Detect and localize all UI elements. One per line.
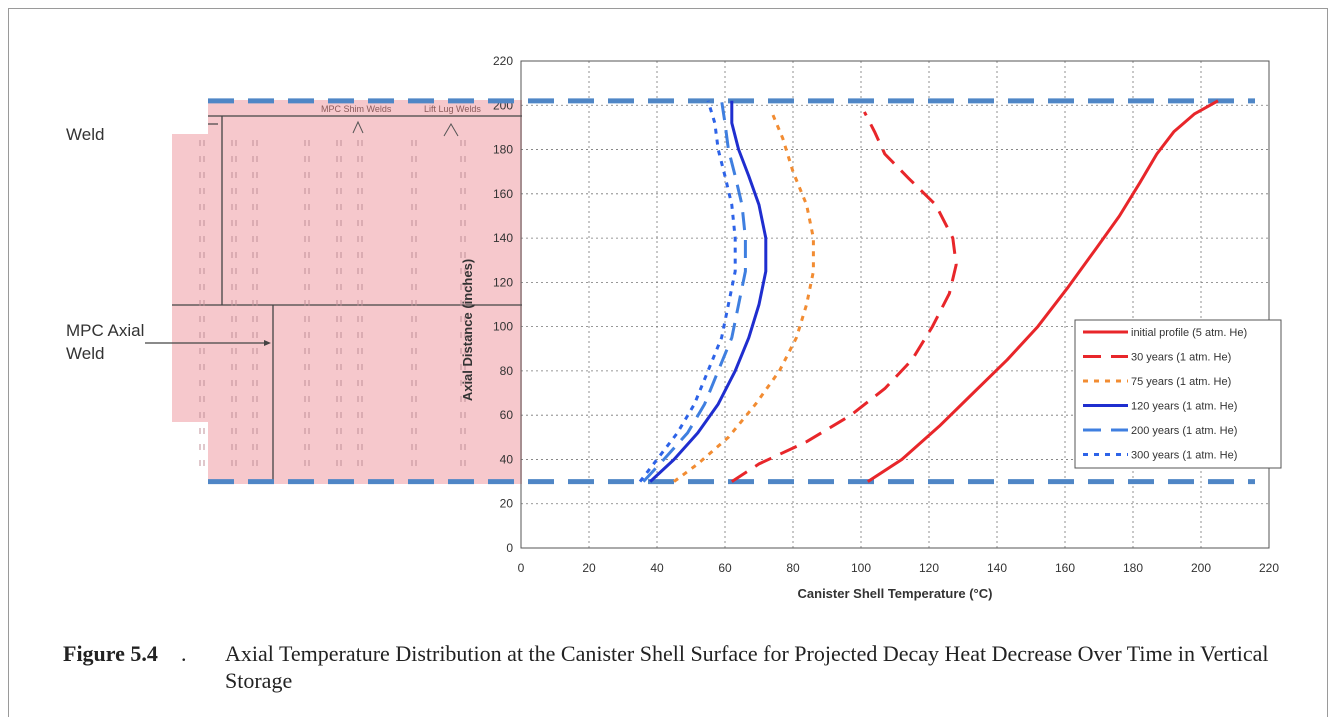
shim-weld-label: MPC Shim Welds <box>321 104 392 114</box>
canister-lower-shell <box>208 300 522 484</box>
y-tick-label-20: 20 <box>500 497 514 511</box>
top-weld-label: Weld <box>66 125 105 140</box>
series-line-5 <box>638 100 737 483</box>
lug-weld-caret <box>443 123 459 137</box>
y-tick-label-40: 40 <box>500 452 514 466</box>
plot-area-border <box>520 60 1270 549</box>
x-tick-label-80: 80 <box>786 561 800 575</box>
legend-box <box>1074 319 1282 469</box>
x-tick-label-140: 140 <box>987 561 1007 575</box>
legend-label-2: 75 years (1 atm. He) <box>1131 376 1231 388</box>
legend-label-1: 30 years (1 atm. He) <box>1131 352 1231 364</box>
series-line-4 <box>642 100 747 483</box>
x-tick-label-40: 40 <box>650 561 664 575</box>
x-tick-label-0: 0 <box>518 561 525 575</box>
legend-label-0: initial profile (5 atm. He) <box>1131 327 1247 339</box>
x-tick-label-20: 20 <box>582 561 596 575</box>
x-tick-label-180: 180 <box>1123 561 1143 575</box>
legend-label-5: 300 years (1 atm. He) <box>1131 450 1237 462</box>
y-tick-label-220: 220 <box>493 54 513 68</box>
axial-weld-label-line1: MPC Axial <box>66 321 145 340</box>
y-tick-label-100: 100 <box>493 320 513 334</box>
x-tick-label-100: 100 <box>851 561 871 575</box>
series-line-1 <box>730 111 958 483</box>
y-tick-label-60: 60 <box>500 408 514 422</box>
legend-label-3: 120 years (1 atm. He) <box>1131 401 1237 413</box>
legend-items: initial profile (5 atm. He) 30 years (1 a… <box>1083 327 1247 462</box>
y-tick-label-0: 0 <box>506 541 513 555</box>
y-tick-label-120: 120 <box>493 275 513 289</box>
x-tick-label-220: 220 <box>1259 561 1279 575</box>
x-tick-label-60: 60 <box>718 561 732 575</box>
legend: initial profile (5 atm. He) 30 years (1 a… <box>1074 319 1282 469</box>
y-axis-label: Axial Distance (inches) <box>460 259 475 401</box>
figure-number: Figure 5.4 <box>63 641 158 666</box>
y-tick-label-80: 80 <box>500 364 514 378</box>
series-line-3 <box>649 100 768 483</box>
y-tick-label-140: 140 <box>493 231 513 245</box>
axial-weld-label-line2: Weld <box>66 344 105 363</box>
x-axis-label: Canister Shell Temperature (°C) <box>798 586 993 601</box>
figure-frame <box>8 8 1328 717</box>
canister-top-band <box>208 100 522 135</box>
canister-diagram <box>145 100 522 484</box>
figure-caption-text: Axial Temperature Distribution at the Ca… <box>225 641 1269 693</box>
legend-label-4: 200 years (1 atm. He) <box>1131 425 1237 437</box>
x-tick-label-160: 160 <box>1055 561 1075 575</box>
chart-series <box>638 99 1219 483</box>
chart-grid <box>520 60 1270 549</box>
axial-weld-arrowhead <box>264 340 271 346</box>
figure-number-period: . <box>181 641 187 666</box>
series-line-0 <box>866 99 1219 483</box>
axis-ticks: 0 20 40 60 80 100 120 140 160 180 200 220 0 20 40 60 80 1… <box>493 54 1279 575</box>
series-line-2 <box>673 113 815 483</box>
y-tick-label-160: 160 <box>493 187 513 201</box>
lug-weld-label: Lift Lug Welds <box>424 104 481 114</box>
y-tick-label-180: 180 <box>493 143 513 157</box>
x-tick-label-200: 200 <box>1191 561 1211 575</box>
x-tick-label-120: 120 <box>919 561 939 575</box>
weld-marks <box>199 140 466 470</box>
shim-weld-caret <box>352 120 364 134</box>
